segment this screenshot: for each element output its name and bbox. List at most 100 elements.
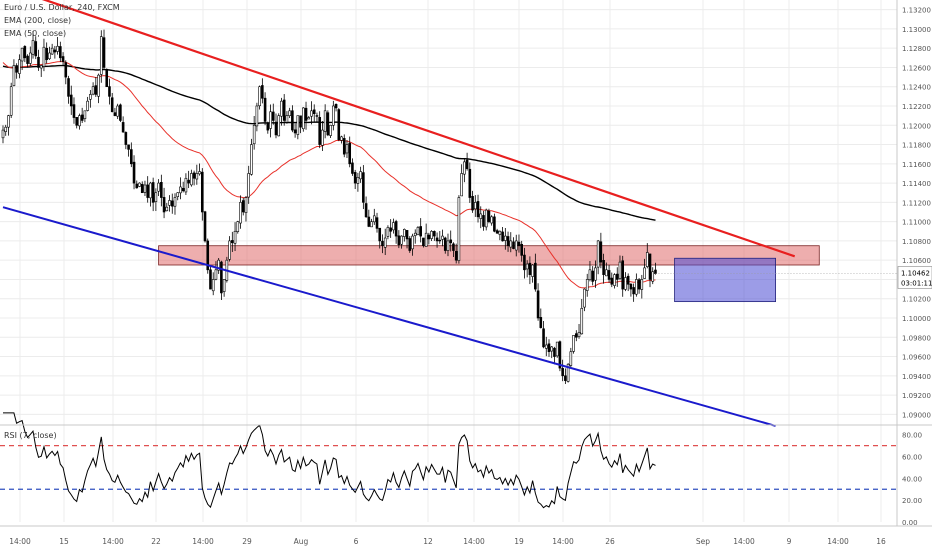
candle-body xyxy=(269,111,272,129)
candle-body xyxy=(312,109,316,115)
candle-body xyxy=(479,213,483,219)
last-price-badge xyxy=(897,266,932,289)
candle-body xyxy=(69,94,73,107)
candle-body xyxy=(443,237,447,251)
candle-body xyxy=(315,115,319,117)
candle-body xyxy=(228,240,231,260)
price-tick-label: 1.09800 xyxy=(902,334,931,342)
countdown-label: 03:01:11 xyxy=(901,279,932,287)
candle-body xyxy=(293,129,297,134)
time-tick-label: 14:00 xyxy=(733,537,755,546)
candle-body xyxy=(635,279,638,295)
time-tick-label: 9 xyxy=(787,537,792,546)
candle-body xyxy=(323,110,327,132)
candle-body xyxy=(517,241,521,247)
candle-body xyxy=(539,317,543,328)
candle-body xyxy=(615,273,619,280)
candle-body xyxy=(12,65,16,86)
candle-body xyxy=(375,217,379,229)
candle-body xyxy=(23,46,27,59)
candle-body xyxy=(50,47,54,55)
candle-body xyxy=(135,183,139,189)
candle-body xyxy=(340,136,343,141)
price-tick-label: 1.12800 xyxy=(902,45,931,53)
candle-body xyxy=(351,162,354,174)
consolidation-box xyxy=(674,257,776,303)
candle-body xyxy=(654,269,657,274)
price-tick-label: 1.12400 xyxy=(902,84,931,92)
candle-body xyxy=(435,237,439,242)
candle-body xyxy=(629,283,633,290)
candle-body xyxy=(405,230,409,240)
candle-body xyxy=(367,216,371,227)
candle-body xyxy=(408,238,412,251)
price-tick-label: 1.09600 xyxy=(902,354,931,362)
candle-body xyxy=(463,161,466,175)
candle-body xyxy=(241,200,245,213)
candle-body xyxy=(206,240,210,271)
candle-body xyxy=(580,308,584,335)
candle-body xyxy=(263,97,267,122)
candle-body xyxy=(648,253,652,280)
candle-body xyxy=(348,142,352,165)
candle-body xyxy=(544,344,548,349)
candle-body xyxy=(416,227,420,236)
candle-body xyxy=(411,235,414,250)
time-tick-label: 12 xyxy=(423,537,433,546)
candle-body xyxy=(558,341,562,369)
time-tick-label: 14:00 xyxy=(552,537,574,546)
candle-body xyxy=(34,41,38,57)
candle-body xyxy=(591,270,594,282)
candle-body xyxy=(165,206,169,212)
candle-body xyxy=(97,74,100,97)
candle-body xyxy=(67,78,70,97)
time-tick-label: 14:00 xyxy=(463,537,485,546)
candle-body xyxy=(550,346,554,352)
candle-body xyxy=(132,161,136,184)
candle-body xyxy=(252,124,256,145)
candle-body xyxy=(261,85,264,99)
candle-body xyxy=(528,262,532,275)
ema50-line xyxy=(2,61,656,289)
candle-body xyxy=(514,240,518,251)
candle-body xyxy=(618,261,622,279)
candle-body xyxy=(64,62,68,78)
rsi-tick-label: 80.00 xyxy=(902,432,922,440)
candle-body xyxy=(359,171,362,180)
rsi-tick-label: 40.00 xyxy=(902,475,922,483)
candle-body xyxy=(28,52,32,64)
candle-body xyxy=(585,279,589,291)
candle-body xyxy=(372,215,376,223)
candle-body xyxy=(504,235,507,241)
candle-body xyxy=(285,115,289,123)
candle-body xyxy=(520,243,524,256)
candle-body xyxy=(602,260,605,275)
candle-body xyxy=(190,173,193,186)
candle-body xyxy=(192,172,196,179)
candle-body xyxy=(217,259,220,271)
candle-body xyxy=(102,37,106,68)
candle-body xyxy=(291,110,294,131)
candle-body xyxy=(487,210,491,222)
candle-body xyxy=(495,230,499,234)
candle-body xyxy=(342,138,346,155)
candle-body xyxy=(37,56,40,68)
candle-body xyxy=(26,55,29,64)
candle-body xyxy=(105,68,109,88)
candle-body xyxy=(318,117,321,145)
candle-body xyxy=(18,59,21,74)
legend-ema200: EMA (200, close) xyxy=(4,16,72,25)
candle-body xyxy=(329,124,332,136)
price-tick-label: 1.12000 xyxy=(902,122,931,130)
candle-body xyxy=(203,211,207,242)
candle-body xyxy=(124,132,128,145)
candle-body xyxy=(168,200,171,206)
candle-body xyxy=(200,171,204,213)
price-tick-label: 1.09400 xyxy=(902,373,931,381)
candle-body xyxy=(4,126,8,132)
candle-body xyxy=(15,65,18,73)
candle-body xyxy=(198,171,201,175)
candle-body xyxy=(80,114,84,121)
